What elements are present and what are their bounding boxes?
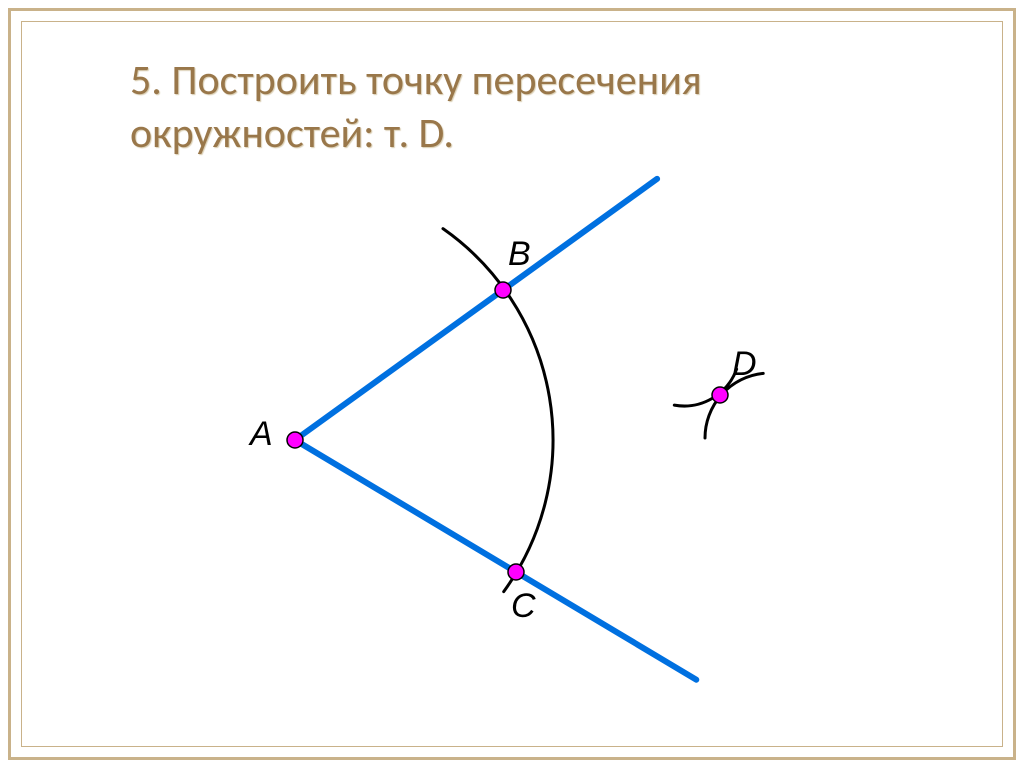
arc-D2: [705, 373, 763, 438]
point-A: [287, 432, 303, 448]
label-A: A: [248, 415, 273, 453]
label-C: C: [511, 587, 536, 625]
label-D: D: [732, 345, 757, 383]
construction-diagram: A B C D: [0, 0, 1024, 768]
point-B: [495, 282, 511, 298]
label-B: B: [508, 235, 531, 273]
point-D: [712, 387, 728, 403]
ray-AC: [295, 440, 696, 680]
slide: 5. Построить точку пересечения окружност…: [0, 0, 1024, 768]
point-C: [508, 564, 524, 580]
ray-AB: [295, 179, 657, 440]
